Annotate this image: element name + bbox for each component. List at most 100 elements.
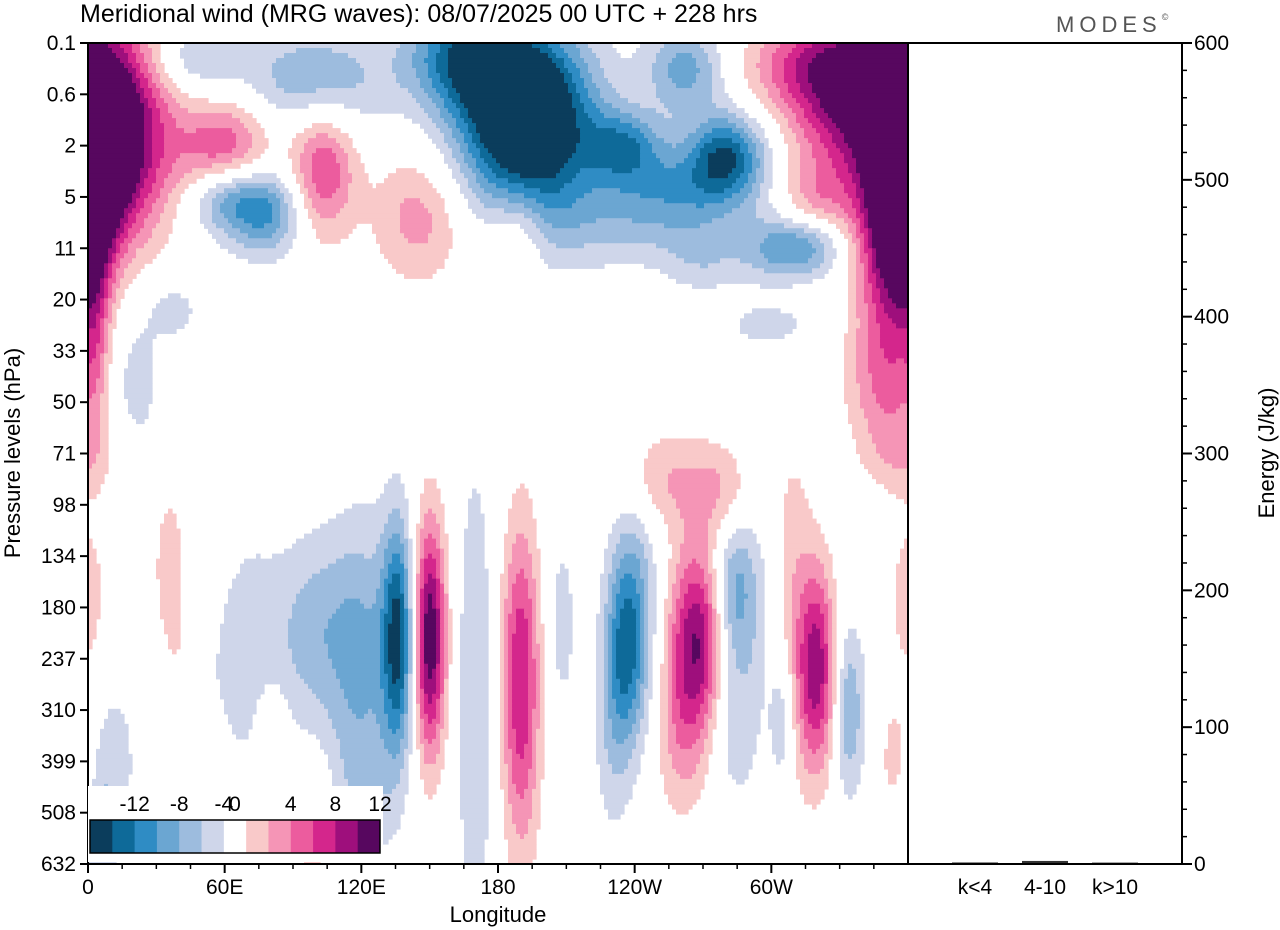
heatmap-cell [676, 613, 681, 620]
heatmap-cell [420, 568, 425, 575]
heatmap-cell [440, 568, 445, 575]
heatmap-cell [756, 573, 765, 580]
heatmap-cell [828, 113, 908, 119]
heatmap-cell [516, 573, 525, 580]
heatmap-cell [136, 253, 157, 259]
heatmap-cell [516, 628, 529, 635]
heatmap-cell [500, 748, 505, 755]
heatmap-cell [872, 288, 881, 294]
heatmap-cell [432, 598, 437, 605]
heatmap-cell [872, 248, 877, 254]
heatmap-cell [392, 263, 445, 269]
heatmap-cell [744, 153, 753, 159]
heatmap-cell [380, 568, 389, 575]
heatmap-cell [768, 233, 797, 239]
heatmap-cell [824, 638, 829, 645]
heatmap-panel: 0 60E 120E 180 120W 60W 0.10.6251120335071981… [0, 32, 909, 927]
heatmap-cell [808, 743, 821, 750]
heatmap-cell [460, 168, 473, 174]
heatmap-cell [408, 703, 413, 710]
heatmap-cell [88, 593, 101, 600]
heatmap-cell [796, 63, 809, 69]
heatmap-cell [104, 383, 109, 390]
heatmap-cell [712, 83, 725, 89]
heatmap-cell [132, 343, 153, 349]
heatmap-cell [616, 518, 641, 525]
heatmap-cell [728, 653, 737, 660]
heatmap-cell [380, 673, 389, 680]
heatmap-cell [600, 573, 609, 580]
heatmap-cell [708, 608, 713, 615]
heatmap-cell [160, 543, 181, 550]
heatmap-cell [536, 613, 541, 620]
heatmap-cell [748, 193, 761, 199]
heatmap-cell [380, 583, 385, 590]
heatmap-cell [576, 63, 589, 69]
heatmap-cell [444, 623, 449, 630]
heatmap-cell [632, 53, 657, 59]
heatmap-cell [696, 693, 705, 700]
heatmap-cell [420, 773, 441, 780]
heatmap-cell [828, 663, 833, 670]
heatmap-cell [152, 58, 161, 64]
heatmap-cell [460, 728, 489, 735]
heatmap-cell [724, 568, 729, 575]
heatmap-cell [724, 573, 729, 580]
heatmap-cell [876, 448, 908, 455]
heatmap-cell [868, 368, 908, 375]
heatmap-cell [532, 753, 537, 760]
heatmap-cell [272, 73, 365, 79]
heatmap-cell [608, 663, 613, 670]
heatmap-cell [120, 278, 133, 284]
heatmap-cell [456, 138, 465, 144]
heatmap-cell [804, 48, 825, 54]
brand-mark: © [1162, 12, 1174, 22]
heatmap-cell [244, 243, 277, 249]
heatmap-cell [800, 698, 805, 705]
heatmap-cell [364, 603, 373, 610]
heatmap-cell [172, 93, 189, 99]
heatmap-cell [716, 683, 721, 690]
heatmap-cell [608, 758, 629, 765]
heatmap-cell [168, 638, 181, 645]
heatmap-cell [784, 78, 797, 84]
heatmap-cell [852, 753, 865, 760]
heatmap-cell [416, 643, 421, 650]
heatmap-cell [420, 513, 425, 520]
heatmap-cell [168, 173, 185, 179]
heatmap-cell [408, 743, 413, 750]
heatmap-cell [428, 793, 433, 800]
heatmap-cell [788, 143, 801, 149]
heatmap-cell [592, 188, 621, 194]
heatmap-cell [388, 688, 401, 695]
heatmap-cell [668, 573, 677, 580]
heatmap-cell [668, 708, 673, 715]
heatmap-cell [288, 618, 329, 625]
heatmap-cell [668, 683, 673, 690]
heatmap-cell [504, 538, 517, 545]
heatmap-cell [840, 693, 845, 700]
heatmap-cell [596, 618, 605, 625]
heatmap-cell [612, 628, 617, 635]
heatmap-cell [408, 658, 413, 665]
heatmap-cell [884, 748, 901, 755]
heatmap-cell [668, 478, 721, 485]
heatmap-cell [536, 728, 545, 735]
heatmap-cell [448, 623, 453, 630]
heatmap-cell [592, 78, 609, 84]
heatmap-cell [228, 598, 297, 605]
heatmap-cell [880, 268, 908, 274]
heatmap-cell [728, 543, 761, 550]
heatmap-cell [716, 503, 729, 510]
heatmap-cell [328, 618, 381, 625]
heatmap-cell [800, 733, 805, 740]
heatmap-cell [540, 248, 669, 254]
heatmap-cell [828, 668, 833, 675]
heatmap-cell [860, 203, 865, 209]
heatmap-cell [284, 233, 297, 239]
heatmap-cell [88, 148, 145, 154]
heatmap-cell [800, 163, 817, 169]
heatmap-cell [708, 643, 713, 650]
heatmap-cell [536, 598, 541, 605]
heatmap-cell [608, 688, 613, 695]
